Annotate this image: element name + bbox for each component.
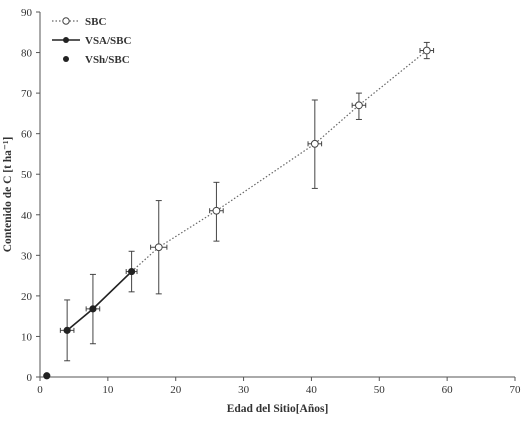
data-point bbox=[310, 139, 319, 148]
legend-marker bbox=[63, 37, 69, 43]
y-tick-label: 80 bbox=[21, 48, 33, 60]
x-ticks: 0 10 20 30 40 50 60 70 bbox=[37, 377, 521, 396]
data-point bbox=[212, 206, 221, 215]
series-layer bbox=[43, 41, 435, 380]
y-axis-title: Contenido de C [t ha⁻¹] bbox=[2, 137, 14, 253]
y-tick-label: 20 bbox=[21, 291, 33, 303]
y-tick-label: 40 bbox=[21, 210, 33, 222]
legend-label: VSh/SBC bbox=[85, 54, 130, 66]
data-point bbox=[355, 101, 363, 110]
x-tick-label: 10 bbox=[102, 384, 114, 396]
series-sbc bbox=[131, 41, 435, 295]
x-tick-label: 60 bbox=[442, 384, 454, 396]
legend-label: VSA/SBC bbox=[85, 35, 132, 47]
x-axis-title: Edad del Sitio[Años] bbox=[227, 403, 329, 415]
y-tick-label: 70 bbox=[21, 88, 33, 100]
legend-label: SBC bbox=[85, 16, 106, 28]
legend-item: VSA/SBC bbox=[52, 35, 132, 47]
data-point bbox=[154, 243, 163, 252]
y-tick-label: 10 bbox=[21, 331, 33, 343]
x-tick-label: 70 bbox=[510, 384, 522, 396]
legend-item: SBC bbox=[52, 16, 106, 28]
legend-item: VSh/SBC bbox=[63, 54, 130, 66]
series-line bbox=[66, 270, 133, 331]
series-vsh-sbc bbox=[43, 372, 51, 380]
legend-marker bbox=[62, 17, 70, 25]
series-vsa-sbc bbox=[59, 250, 138, 362]
x-tick-label: 50 bbox=[374, 384, 386, 396]
y-ticks: 0 10 20 30 40 50 60 70 80 90 bbox=[21, 7, 40, 384]
data-point bbox=[43, 372, 51, 380]
series-line bbox=[131, 50, 428, 273]
data-point bbox=[128, 267, 136, 276]
data-point bbox=[89, 305, 97, 313]
data-point bbox=[63, 326, 71, 334]
x-tick-label: 20 bbox=[170, 384, 182, 396]
x-tick-label: 0 bbox=[37, 384, 43, 396]
x-tick-label: 30 bbox=[238, 384, 250, 396]
legend: SBC VSA/SBC VSh/SBC bbox=[52, 16, 132, 66]
x-tick-label: 40 bbox=[306, 384, 318, 396]
y-tick-label: 60 bbox=[21, 129, 33, 141]
y-tick-label: 0 bbox=[27, 372, 33, 384]
axes bbox=[39, 12, 515, 378]
y-tick-label: 30 bbox=[21, 250, 33, 262]
y-tick-label: 50 bbox=[21, 169, 33, 181]
data-point bbox=[422, 46, 431, 55]
y-tick-label: 90 bbox=[21, 7, 33, 19]
legend-marker bbox=[63, 56, 69, 62]
